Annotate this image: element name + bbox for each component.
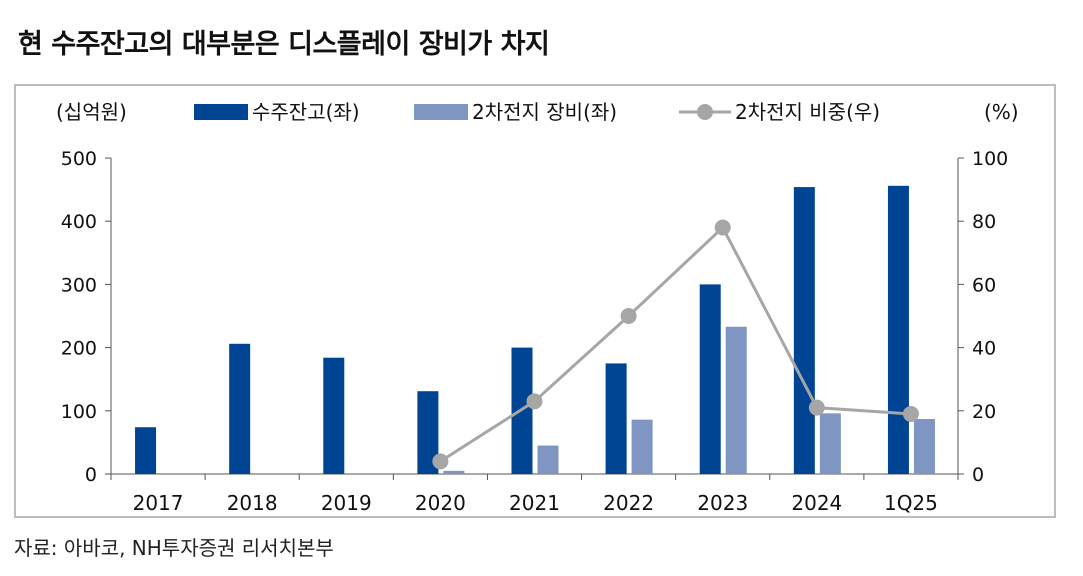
bar-backlog — [793, 187, 815, 474]
axes: 0 100 200 300 400 500 0 20 40 60 80 100 — [61, 148, 1009, 486]
left-tick-label: 0 — [85, 464, 97, 486]
share-point — [808, 399, 825, 416]
left-axis-unit: (십억원) — [56, 100, 127, 124]
share-point — [714, 219, 731, 236]
bars — [135, 185, 935, 475]
right-tick-label: 40 — [972, 338, 996, 360]
right-tick-label: 20 — [972, 401, 996, 423]
share-point — [902, 405, 919, 422]
legend-label-battery: 2차전지 장비(좌) — [472, 100, 617, 124]
right-tick-label: 60 — [972, 274, 996, 296]
x-label: 2020 — [415, 491, 466, 515]
bar-backlog — [417, 391, 439, 474]
x-label: 2021 — [509, 491, 560, 515]
bar-battery — [537, 445, 559, 474]
share-point — [432, 453, 449, 470]
bar-backlog — [323, 357, 345, 474]
share-point — [526, 393, 543, 410]
bar-battery — [631, 419, 653, 474]
x-label: 1Q25 — [884, 491, 938, 515]
legend-marker-share — [697, 104, 713, 120]
left-tick-label: 100 — [61, 401, 97, 423]
right-tick-label: 0 — [972, 464, 984, 486]
left-tick-label: 500 — [61, 148, 97, 170]
chart-title: 현 수주잔고의 대부분은 디스플레이 장비가 차지 — [18, 29, 550, 60]
right-tick-label: 80 — [972, 211, 996, 233]
bar-backlog — [229, 343, 251, 474]
x-label: 2022 — [603, 491, 654, 515]
legend-label-backlog: 수주잔고(좌) — [252, 100, 360, 124]
source-note: 자료: 아바코, NH투자증권 리서치본부 — [14, 536, 334, 560]
left-tick-label: 200 — [61, 338, 97, 360]
right-axis-unit: (%) — [984, 100, 1019, 124]
legend-swatch-backlog — [194, 104, 248, 120]
left-tick-label: 300 — [61, 274, 97, 296]
chart-frame: (십억원) (%) 수주잔고(좌) 2차전지 장비(좌) 2차전지 비중(우) … — [14, 84, 1056, 518]
x-label: 2017 — [133, 491, 184, 515]
share-polyline — [439, 225, 912, 463]
chart-svg: (십억원) (%) 수주잔고(좌) 2차전지 장비(좌) 2차전지 비중(우) … — [56, 100, 1019, 515]
x-axis-labels: 2017 2018 2019 2020 2021 2022 2023 2024 1Q25 — [133, 491, 938, 515]
bar-backlog — [605, 363, 627, 474]
x-label: 2023 — [697, 491, 748, 515]
bar-battery — [725, 326, 747, 474]
bar-battery — [913, 419, 935, 474]
legend-swatch-battery — [414, 104, 468, 120]
right-tick-label: 100 — [972, 148, 1008, 170]
bar-battery — [819, 413, 841, 474]
x-label: 2019 — [321, 491, 372, 515]
share-line — [432, 219, 919, 470]
bar-backlog — [135, 427, 157, 474]
bar-battery — [443, 470, 465, 474]
x-label: 2024 — [791, 491, 842, 515]
legend-label-share: 2차전지 비중(우) — [735, 100, 880, 124]
share-point — [620, 308, 637, 324]
left-tick-label: 400 — [61, 211, 97, 233]
bar-backlog — [887, 185, 909, 475]
bar-backlog — [699, 284, 721, 474]
x-label: 2018 — [227, 491, 278, 515]
